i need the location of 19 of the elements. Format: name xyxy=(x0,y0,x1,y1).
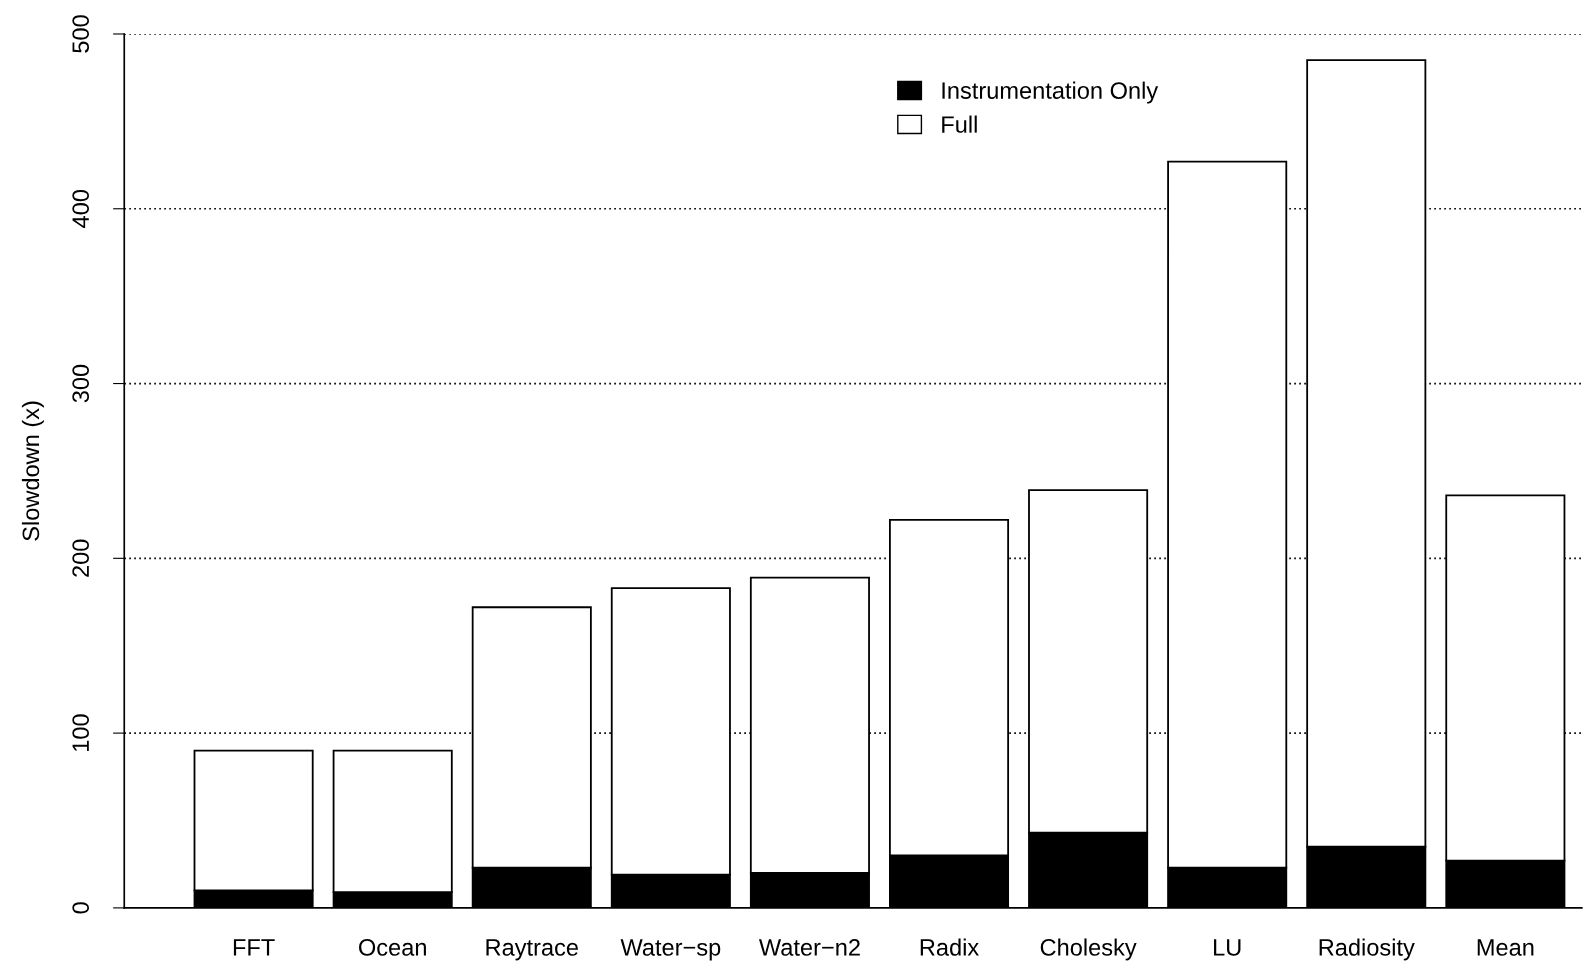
x-tick-label: Water−sp xyxy=(620,939,721,961)
x-tick-label: Ocean xyxy=(359,939,426,956)
y-tick-label: 400 xyxy=(72,189,90,228)
y-tick-label: 200 xyxy=(72,539,90,577)
y-tick-label: 100 xyxy=(72,714,90,751)
legend-label: Instrumentation Only xyxy=(942,81,1159,104)
y-axis-title: Slowdown (x) xyxy=(21,401,44,541)
y-tick-label: 0 xyxy=(72,902,90,914)
x-tick-label: FFT xyxy=(233,939,275,956)
y-tick-label: 300 xyxy=(72,364,90,403)
x-tick-label: Radix xyxy=(920,938,979,956)
x-tick-label: Radiosity xyxy=(1319,938,1415,961)
x-tick-label: LU xyxy=(1214,939,1241,956)
y-tick-label: 500 xyxy=(72,15,90,53)
x-tick-label: Raytrace xyxy=(486,939,578,961)
legend-label: Full xyxy=(942,115,977,133)
x-tick-label: Water−n2 xyxy=(758,939,860,956)
x-tick-label: Mean xyxy=(1477,939,1534,956)
x-tick-label: Cholesky xyxy=(1040,938,1137,961)
